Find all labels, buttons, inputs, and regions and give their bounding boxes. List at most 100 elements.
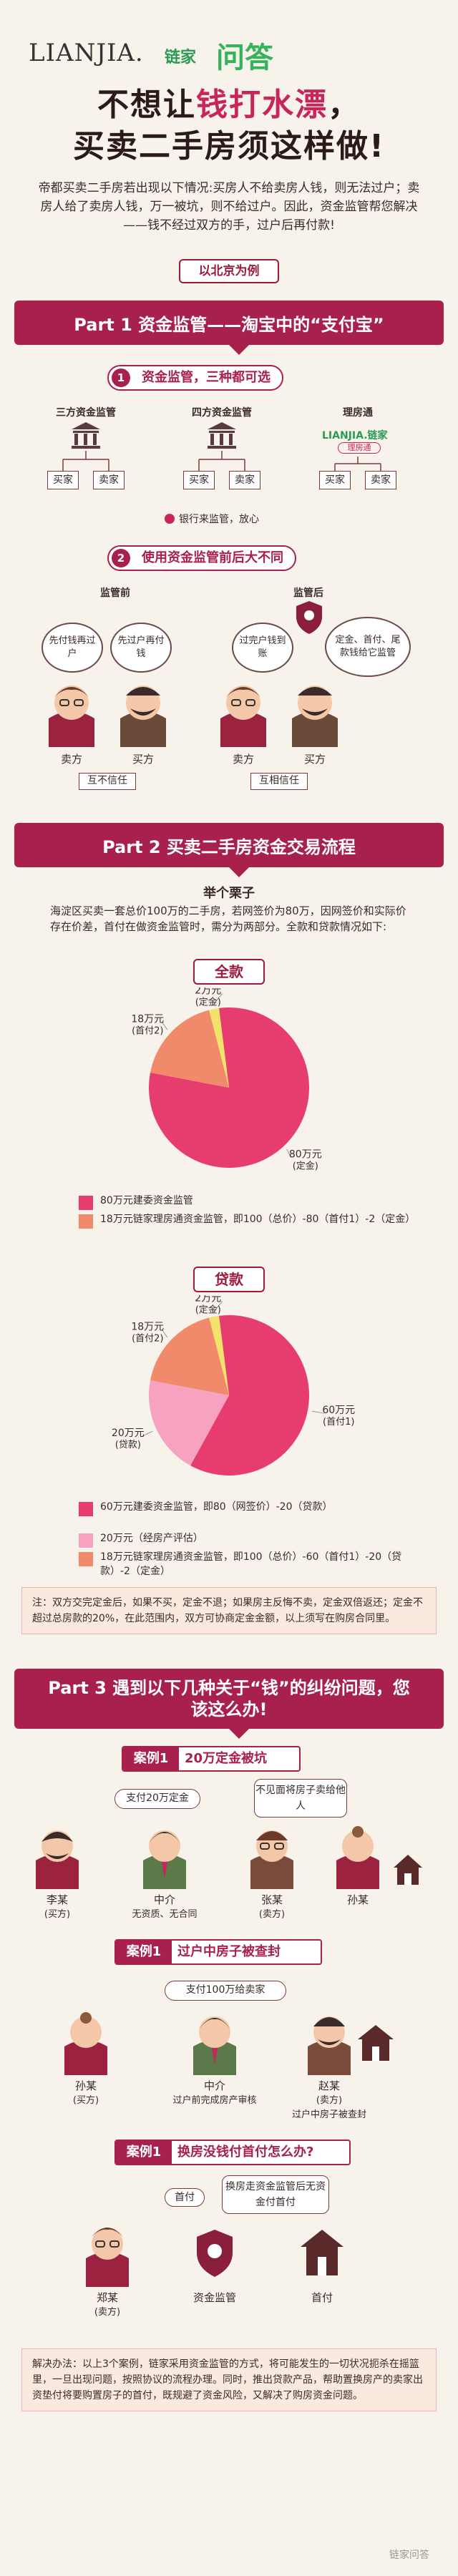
c3-p1-role: (卖方) (94, 2307, 121, 2318)
c1-p3-role: (卖方) (258, 1909, 286, 1920)
legend-text: 20万元（经房产评估） (100, 1533, 203, 1544)
case3-label: 案例1 (116, 2141, 172, 2164)
pie-leader-line (213, 1301, 223, 1313)
avatar-agent (143, 1830, 186, 1889)
avatar-seller (220, 686, 266, 747)
after-label: 监管后 (293, 587, 323, 599)
part1-title: Part 1 资金监管——淘宝中的“支付宝” (74, 315, 384, 335)
c1-p1: 李某 (46, 1893, 68, 1906)
solution-text: 解决办法：以上3个案例，链家采用资金监管的方式，将可能发生的一切状况扼杀在摇篮里… (32, 2358, 423, 2401)
avatar-buyer (120, 686, 166, 747)
footer-watermark: 链家问答 (389, 2550, 429, 2561)
pie-value-label: 80万元 (289, 1149, 322, 1161)
note-text: 注：双方交完定金后，如果不买，定金不退；如果房主反悔不卖，定金双倍返还；定金不超… (32, 1597, 423, 1624)
c2-p3: 赵某 (318, 2079, 340, 2092)
avatar-seller (308, 2016, 351, 2075)
c1-p2-role: 无资质、无合同 (132, 1909, 198, 1920)
option-lifangtong: 理房通 (343, 407, 373, 419)
role-buyer: 买方 (132, 753, 154, 766)
pie-sub-label: (定金) (293, 1161, 318, 1172)
case3-tag: 案例1 换房没钱付首付怎么办? (114, 2140, 351, 2165)
title-highlight: 钱打水漂 (196, 87, 328, 123)
part2-banner: Part 2 买卖二手房资金交易流程 (14, 823, 444, 877)
part1-options-diagram (62, 422, 381, 471)
seller-box: 卖家 (365, 471, 396, 489)
pie-value-label: 2万元 (195, 987, 221, 996)
pie-sub-label: (首付2) (132, 1025, 163, 1036)
pie-slice (149, 1380, 229, 1466)
house-icon (358, 2025, 394, 2061)
role-buyer: 买方 (303, 753, 326, 766)
case1-label: 案例1 (123, 1747, 179, 1770)
legend-swatch (79, 1533, 93, 1548)
c1-notsee-box: 不见面将房子卖给他人 (254, 1779, 347, 1818)
solution-note: 解决办法：以上3个案例，链家采用资金监管的方式，将可能发生的一切状况扼杀在摇篮里… (21, 2348, 437, 2411)
legend-text: 18万元链家理房通资金监管，即100（总价）-60（首付1）-20（贷款）-2（… (100, 1551, 402, 1577)
legend-item: 18万元链家理房通资金监管，即100（总价）-60（首付1）-20（贷款）-2（… (79, 1550, 422, 1579)
full-pay-legend: 80万元建委资金监管 18万元链家理房通资金监管，即100（总价）-80（首付1）… (79, 1194, 422, 1258)
trust-box: 互相信任 (250, 773, 308, 790)
pie-leader-line (213, 993, 223, 1005)
house-icon (301, 2230, 344, 2275)
option-three-party: 三方资金监管 (56, 407, 116, 419)
shield-icon (197, 2230, 233, 2277)
pie-slice (190, 1315, 309, 1475)
buyer-box: 买家 (183, 471, 215, 489)
case1-tag: 案例1 20万定金被坑 (122, 1746, 301, 1772)
role-seller: 卖方 (60, 753, 82, 766)
case2-tag: 案例1 过户中房子被查封 (114, 1939, 322, 1965)
pie-leader-line (142, 1430, 153, 1437)
example-title: 举个栗子 (203, 886, 255, 901)
bullet-dot (165, 514, 175, 524)
option-four-party: 四方资金监管 (192, 407, 252, 419)
part3-banner: Part 3 遇到以下几种关于“钱”的纠纷问题，您该这么办! (14, 1669, 444, 1739)
legend-swatch (79, 1214, 93, 1229)
title-post: ， (328, 87, 361, 123)
sub2-label: 使用资金监管前后大不同 (142, 550, 283, 565)
part1-sub1: 1 资金监管，三种都可选 (107, 365, 283, 391)
c1-p3: 张某 (260, 1893, 283, 1906)
banner-arrow (229, 867, 249, 877)
brand-logo-cn: 链家 (165, 49, 197, 67)
loan-legend: 60万元建委资金监管，即80（网签价）-20（贷款） 20万元（经房产评估） 18万… (79, 1500, 422, 1579)
c3-note-box: 换房走资金监管后无资金付首付 (222, 2175, 329, 2214)
full-pay-pie-chart: 80万元(定金)18万元(首付2)2万元(定金) (131, 987, 322, 1172)
bank-icon (208, 422, 236, 449)
full-pay-pill: 全款 (193, 959, 265, 985)
pie-value-label: 60万元 (322, 1405, 355, 1416)
page-title-line2: 买卖二手房须这样做! (72, 128, 386, 165)
avatar-seller (86, 2228, 129, 2287)
pie-sub-label: (首付2) (132, 1333, 163, 1344)
pie-value-label: 18万元 (131, 1013, 164, 1025)
wenda-logo: 问答 (216, 42, 273, 74)
part1-people (49, 686, 338, 747)
legend-text: 80万元建委资金监管 (100, 1195, 193, 1206)
buyer-box: 买家 (47, 471, 79, 489)
pie-slice (150, 1010, 229, 1088)
case2-label: 案例1 (116, 1941, 172, 1963)
sub1-label: 资金监管，三种都可选 (142, 370, 271, 385)
part3-title: Part 3 遇到以下几种关于“钱”的纠纷问题，您该这么办! (48, 1678, 410, 1719)
legend-item: 80万元建委资金监管 (79, 1194, 422, 1210)
c3-p3: 首付 (311, 2291, 333, 2304)
house-icon (394, 1855, 422, 1885)
pie-leader-line (311, 1410, 325, 1414)
c2-p3-note: 过户中房子被查封 (291, 2109, 366, 2120)
legend-swatch (79, 1502, 93, 1516)
case1-title: 20万定金被坑 (185, 1751, 268, 1766)
avatar-seller (250, 1830, 293, 1889)
c2-p2-role: 过户前完成房产审核 (172, 2095, 257, 2106)
seller-box: 卖家 (93, 471, 125, 489)
distrust-box: 互不信任 (79, 773, 136, 790)
bubble-money-after: 过完户钱到账 (232, 623, 293, 673)
pie-value-label: 18万元 (131, 1321, 164, 1332)
title-pre: 不想让 (97, 87, 196, 123)
buyer-box: 买家 (319, 471, 351, 489)
before-label: 监管前 (100, 587, 130, 599)
example-text: 海淀区买卖一套总价100万的二手房，若网签价为80万，因网签价和实际价存在价差，… (50, 904, 406, 933)
brand-logo-latin: LIANJIA. (29, 39, 144, 67)
part1-banner: Part 1 资金监管——淘宝中的“支付宝” (14, 301, 444, 355)
c1-p1-role: (买方) (44, 1909, 71, 1920)
seller-box: 卖家 (229, 471, 260, 489)
pie-sub-label: (定金) (195, 996, 221, 1008)
